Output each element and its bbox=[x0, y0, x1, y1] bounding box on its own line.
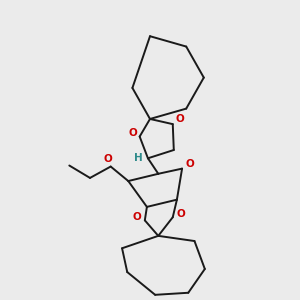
Text: O: O bbox=[103, 154, 112, 164]
Text: O: O bbox=[186, 160, 195, 170]
Text: O: O bbox=[132, 212, 141, 222]
Text: O: O bbox=[177, 209, 185, 219]
Text: O: O bbox=[176, 114, 184, 124]
Text: O: O bbox=[128, 128, 137, 138]
Text: H: H bbox=[134, 153, 143, 163]
